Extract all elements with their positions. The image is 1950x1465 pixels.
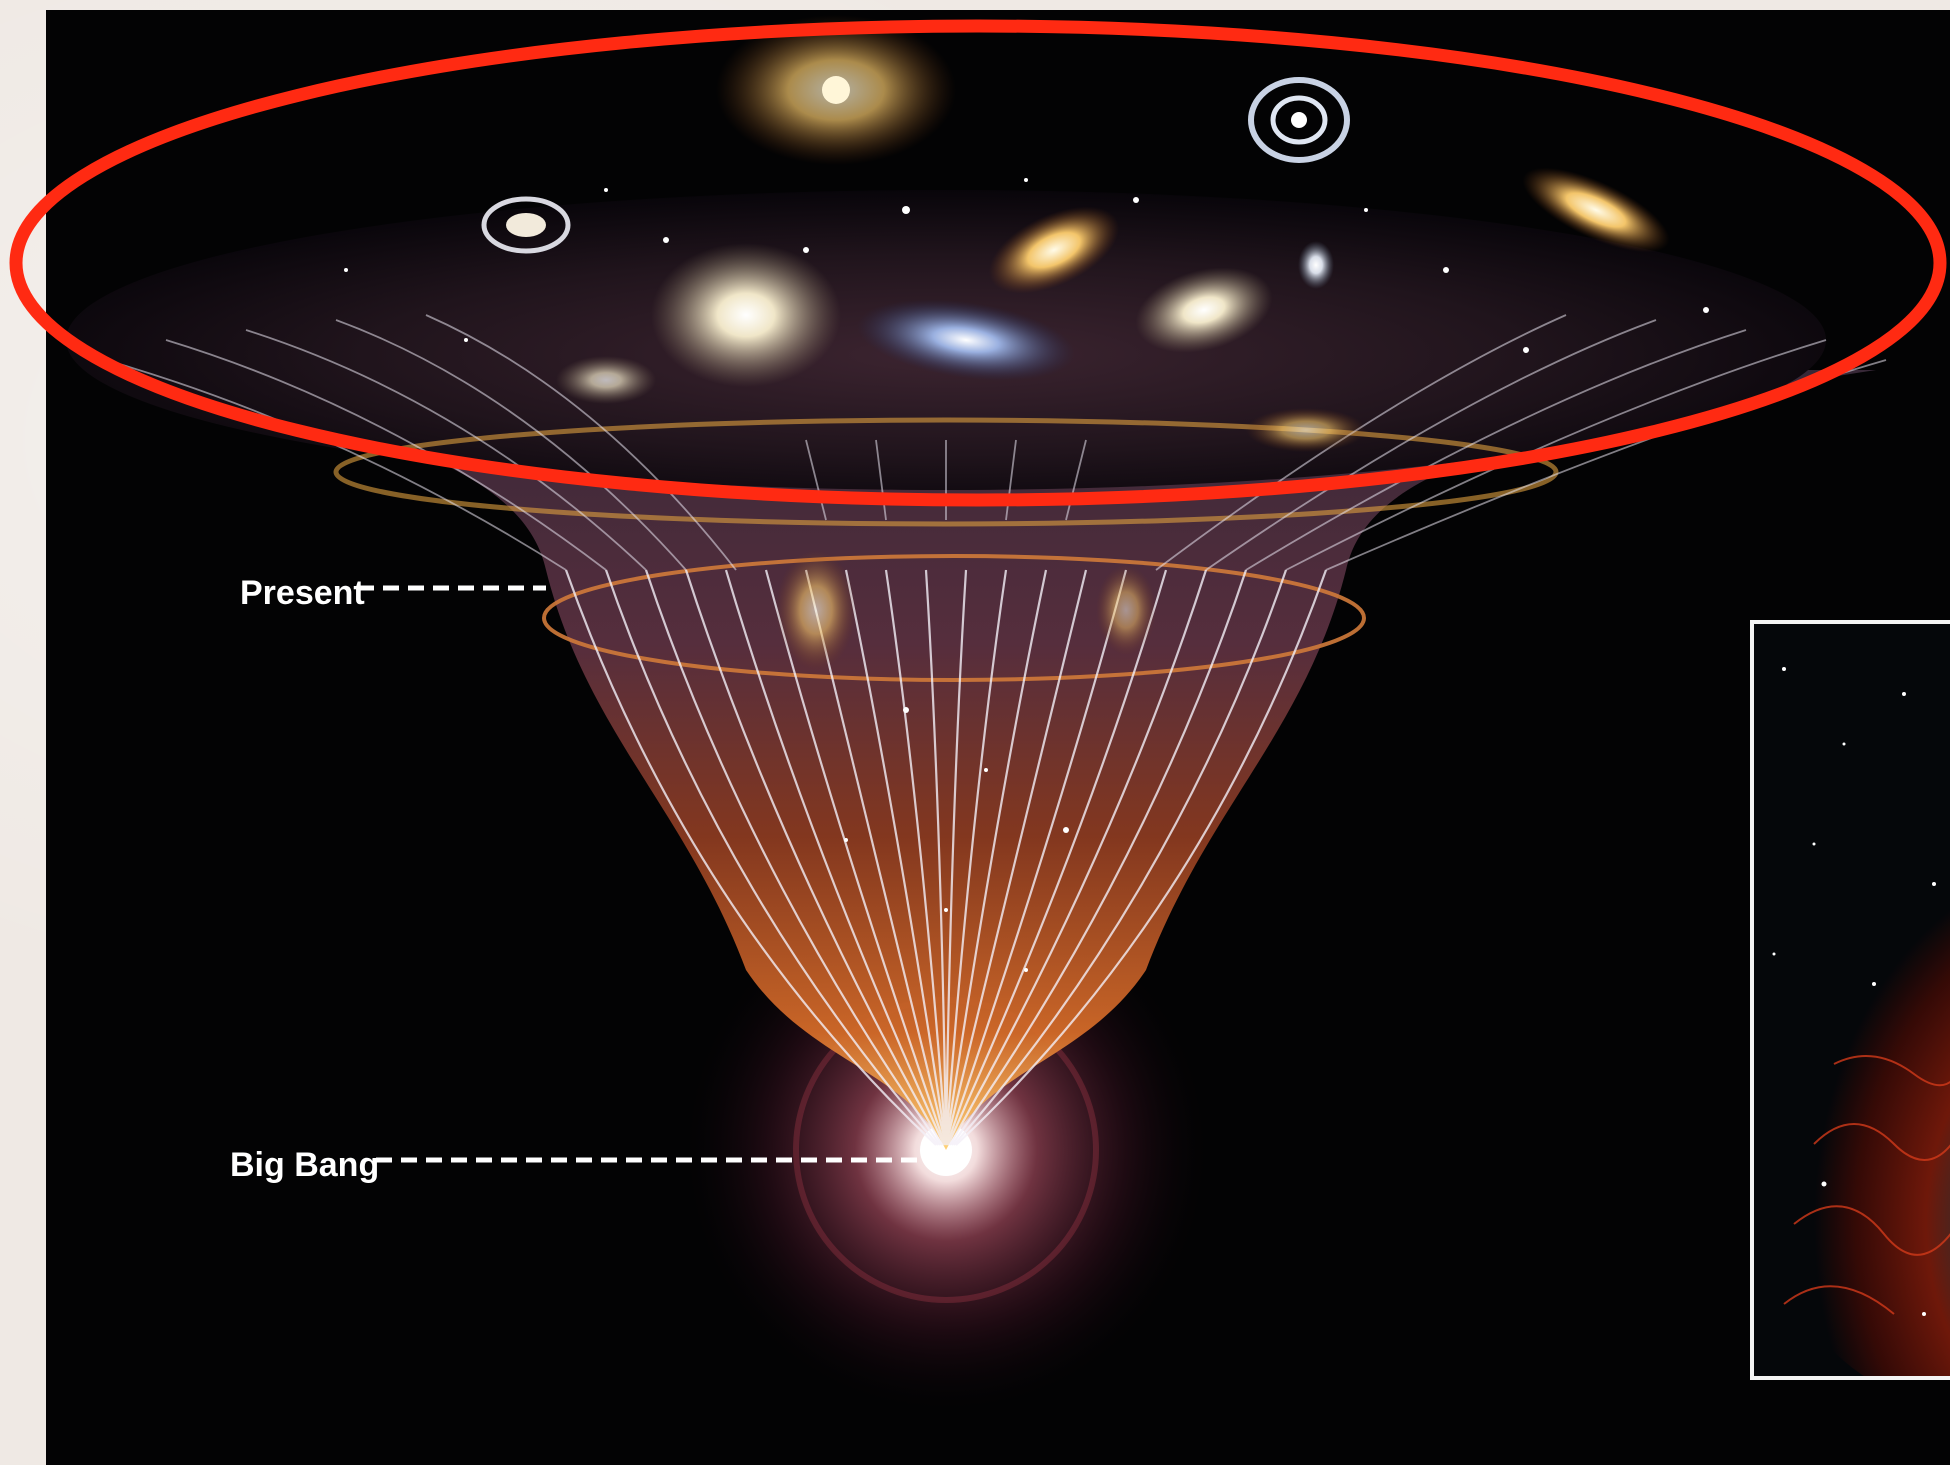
cosmic-funnel-illustration bbox=[66, 15, 1887, 1410]
present-time-ring bbox=[542, 554, 1366, 682]
nebula-image bbox=[1754, 624, 1950, 1376]
universe-expansion-figure: Present Big Bang bbox=[46, 10, 1950, 1465]
nebula-inset-photo bbox=[1750, 620, 1950, 1380]
big-bang-label: Big Bang bbox=[230, 1146, 380, 1184]
funnel-body bbox=[116, 370, 1876, 1150]
present-label: Present bbox=[240, 574, 365, 612]
